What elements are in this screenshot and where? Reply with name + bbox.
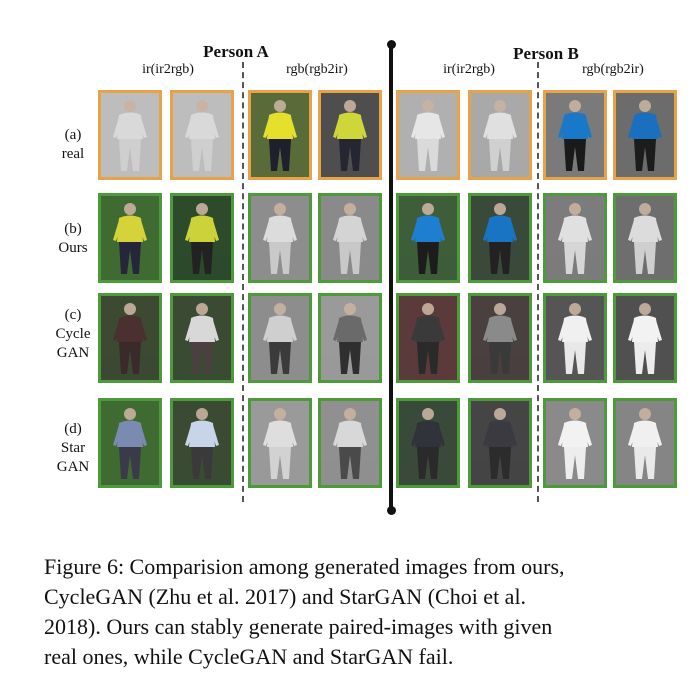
row-label-a: (a) real xyxy=(38,126,108,164)
divider-top-dot xyxy=(387,40,396,49)
person-thumbnail xyxy=(543,90,607,180)
person-thumbnail xyxy=(543,293,607,383)
person-thumbnail xyxy=(170,398,234,488)
person-b-col-rgb-label: rgb(rgb2ir) xyxy=(582,62,644,77)
person-thumbnail xyxy=(396,293,460,383)
row-name: Ours xyxy=(58,240,88,256)
person-thumbnail xyxy=(248,193,312,283)
person-thumbnail xyxy=(468,293,532,383)
person-thumbnail xyxy=(396,398,460,488)
person-a-col-rgb-label: rgb(rgb2ir) xyxy=(286,62,348,77)
person-b-title: Person B xyxy=(513,44,579,63)
row-letter: (c) xyxy=(64,307,82,323)
person-thumbnail xyxy=(396,90,460,180)
person-thumbnail xyxy=(318,398,382,488)
row-label-b: (b) Ours xyxy=(38,220,108,258)
person-thumbnail xyxy=(468,90,532,180)
person-thumbnail xyxy=(170,90,234,180)
person-thumbnail xyxy=(543,193,607,283)
row-name: real xyxy=(61,146,85,162)
caption-line: CycleGAN (Zhu et al. 2017) and StarGAN (… xyxy=(44,584,527,609)
person-thumbnail xyxy=(170,193,234,283)
figure-caption: Figure 6: Comparision among generated im… xyxy=(44,552,644,672)
person-thumbnail xyxy=(543,398,607,488)
person-thumbnail xyxy=(468,193,532,283)
row-name: GAN xyxy=(56,459,90,475)
person-thumbnail xyxy=(248,90,312,180)
person-thumbnail xyxy=(318,193,382,283)
person-thumbnail xyxy=(613,293,677,383)
divider-bottom-dot xyxy=(387,506,396,515)
person-a-dashed-separator xyxy=(242,62,244,502)
person-a-col-ir-label: ir(ir2rgb) xyxy=(142,62,194,77)
person-thumbnail xyxy=(396,193,460,283)
row-name: Star xyxy=(60,440,86,456)
row-label-d: (d) Star GAN xyxy=(38,420,108,477)
person-thumbnail xyxy=(613,398,677,488)
row-letter: (d) xyxy=(64,421,82,437)
person-thumbnail xyxy=(98,90,162,180)
person-thumbnail xyxy=(613,193,677,283)
person-b-dashed-separator xyxy=(537,62,539,502)
person-thumbnail xyxy=(318,293,382,383)
person-thumbnail xyxy=(613,90,677,180)
person-thumbnail xyxy=(248,398,312,488)
caption-line: real ones, while CycleGAN and StarGAN fa… xyxy=(44,644,454,669)
person-a-title: Person A xyxy=(203,42,269,61)
row-letter: (a) xyxy=(64,127,82,143)
person-thumbnail xyxy=(170,293,234,383)
person-thumbnail xyxy=(98,398,162,488)
person-thumbnail xyxy=(318,90,382,180)
row-name: GAN xyxy=(56,345,90,361)
row-label-c: (c) Cycle GAN xyxy=(38,306,108,363)
person-b-col-ir-label: ir(ir2rgb) xyxy=(443,62,495,77)
person-divider-line xyxy=(389,44,393,510)
person-thumbnail xyxy=(98,193,162,283)
person-thumbnail xyxy=(468,398,532,488)
row-letter: (b) xyxy=(64,221,82,237)
person-thumbnail xyxy=(248,293,312,383)
caption-line: Figure 6: Comparision among generated im… xyxy=(44,554,565,579)
caption-line: 2018). Ours can stably generate paired-i… xyxy=(44,614,553,639)
person-thumbnail xyxy=(98,293,162,383)
row-name: Cycle xyxy=(55,326,91,342)
